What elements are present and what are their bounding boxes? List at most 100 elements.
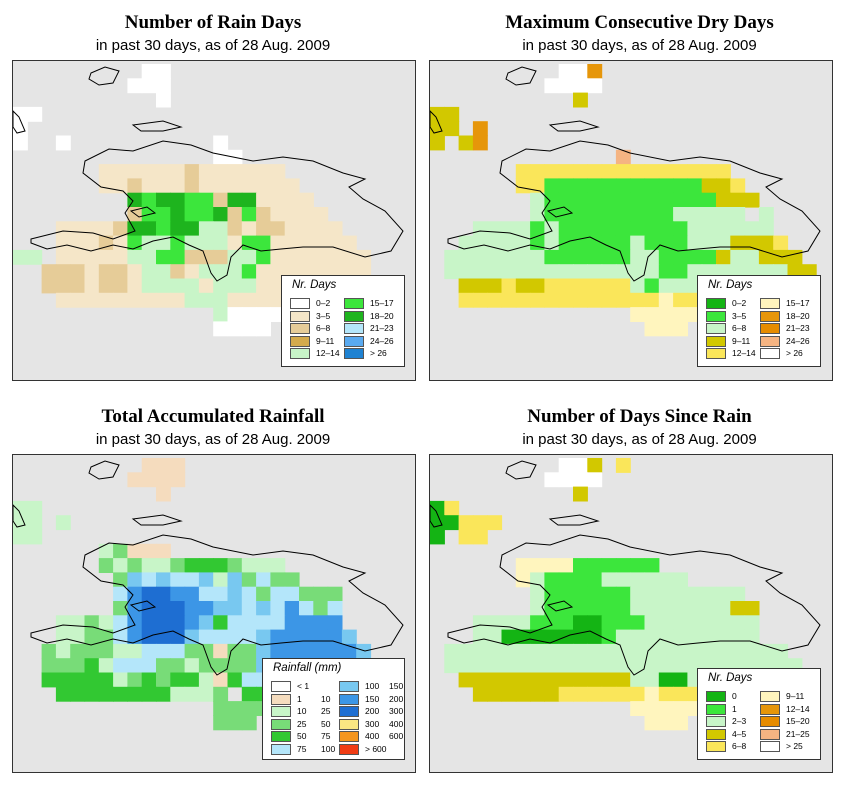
grid-cell: [472, 658, 488, 674]
grid-cell: [758, 207, 774, 222]
grid-cell: [84, 292, 100, 308]
legend-swatch: [344, 348, 364, 359]
grid-cell: [156, 249, 171, 265]
grid-cell: [630, 235, 646, 251]
grid-cell: [573, 64, 588, 79]
legend-label: 9–11: [732, 335, 751, 346]
grid-cell: [472, 686, 488, 702]
grid-cell: [184, 278, 200, 294]
grid-cell: [13, 500, 28, 516]
grid-cell: [170, 207, 186, 222]
grid-cell: [113, 164, 128, 179]
grid-cell: [170, 264, 186, 280]
grid-cell: [184, 235, 200, 251]
legend-swatch: [344, 335, 364, 347]
legend-swatch: [760, 310, 780, 322]
legend-label-upper: 50: [321, 718, 331, 729]
grid-cell: [227, 235, 243, 251]
grid-cell: [156, 558, 171, 573]
grid-cell: [587, 458, 603, 473]
grid-cell: [270, 164, 286, 179]
grid-cell: [170, 249, 186, 265]
grid-cell: [744, 249, 760, 265]
grid-cell: [701, 221, 717, 237]
grid-cell: [744, 235, 760, 251]
grid-cell: [241, 572, 257, 588]
grid-cell: [544, 615, 560, 631]
grid-cell: [227, 178, 243, 194]
grid-cell: [227, 321, 243, 337]
grid-cell: [41, 643, 57, 659]
grid-cell: [444, 249, 460, 265]
grid-cell: [630, 292, 646, 308]
grid-cell: [587, 78, 603, 94]
grid-cell: [41, 658, 57, 674]
grid-cell: [184, 192, 200, 208]
legend-label: 21–25: [786, 728, 810, 739]
grid-cell: [70, 672, 86, 688]
grid-cell: [156, 192, 171, 208]
grid-cell: [587, 292, 603, 308]
legend-label: > 26: [370, 348, 387, 358]
grid-cell: [744, 601, 760, 616]
legend-label-upper: 25: [321, 706, 331, 716]
grid-cell: [630, 586, 646, 602]
grid-cell: [687, 615, 703, 631]
grid-cell: [630, 558, 646, 573]
grid-cell: [515, 643, 531, 659]
grid-cell: [213, 192, 229, 208]
grid-cell: [70, 221, 86, 237]
grid-cell: [630, 178, 646, 194]
legend-label: 12–14: [316, 348, 340, 358]
grid-cell: [241, 235, 257, 251]
grid-cell: [687, 207, 703, 222]
grid-cell: [213, 643, 229, 659]
grid-cell: [227, 249, 243, 265]
grid-cell: [744, 192, 760, 208]
legend-swatch: [760, 348, 780, 359]
grid-cell: [644, 715, 660, 731]
grid-cell: [515, 235, 531, 251]
grid-cell: [213, 221, 229, 237]
grid-cell: [458, 292, 474, 308]
grid-cell: [701, 164, 717, 179]
grid-cell: [156, 643, 171, 659]
grid-cell: [98, 672, 114, 688]
legend-swatch: [706, 716, 726, 727]
grid-cell: [630, 701, 646, 716]
grid-cell: [27, 500, 43, 516]
legend-label: 1: [732, 703, 737, 714]
grid-cell: [744, 643, 760, 659]
grid-cell: [558, 221, 574, 237]
grid-cell: [587, 207, 603, 222]
grid-cell: [515, 164, 531, 179]
grid-cell: [615, 178, 631, 194]
grid-cell: [501, 672, 517, 688]
legend-label: 100: [365, 681, 380, 691]
grid-cell: [530, 686, 545, 702]
grid-cell: [170, 278, 186, 294]
grid-cell: [458, 658, 474, 674]
grid-cell: [256, 249, 271, 265]
coastline: [131, 120, 183, 132]
legend-swatch: [339, 743, 359, 755]
grid-cell: [558, 278, 574, 294]
grid-cell: [644, 615, 660, 631]
grid-cell: [744, 629, 760, 645]
coastline: [505, 460, 537, 480]
grid-cell: [184, 643, 200, 659]
legend-swatch: [271, 731, 291, 742]
grid-cell: [658, 164, 674, 179]
grid-cell: [573, 672, 588, 688]
grid-cell: [70, 615, 86, 631]
legend-swatch: [706, 348, 726, 359]
grid-cell: [98, 543, 114, 559]
grid-cell: [544, 686, 560, 702]
grid-cell: [313, 615, 329, 631]
grid-cell: [687, 643, 703, 659]
grid-cell: [630, 221, 646, 237]
grid-cell: [530, 558, 545, 573]
legend-swatch: [290, 298, 310, 309]
grid-cell: [198, 292, 214, 308]
grid-cell: [70, 629, 86, 645]
